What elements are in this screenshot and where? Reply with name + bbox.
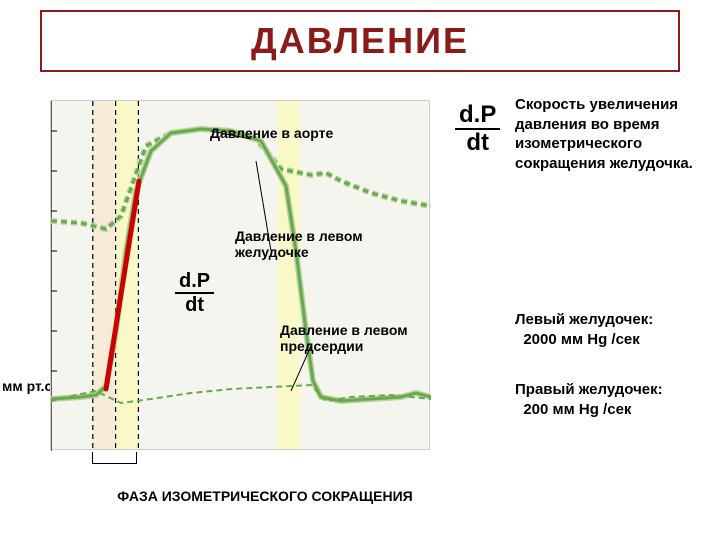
dpdt-description: Скорость увеличения давления во время из… — [515, 95, 715, 173]
right-ventricle-block: Правый желудочек: 200 мм Hg /сек — [515, 380, 715, 419]
dpdt-side-numerator: d.P — [455, 102, 500, 130]
phase-label: ФАЗА ИЗОМЕТРИЧЕСКОГО СОКРАЩЕНИЯ — [100, 488, 430, 504]
right-ventricle-value: 200 мм Hg /сек — [523, 401, 631, 418]
right-ventricle-label: Правый желудочек: — [515, 381, 663, 398]
chart-svg — [51, 101, 431, 451]
aorta-curve-label: Давление в аорте — [210, 125, 333, 141]
pressure-chart — [50, 100, 430, 450]
left-ventricle-block: Левый желудочек: 2000 мм Hg /сек — [515, 310, 715, 349]
phase-bracket — [92, 452, 137, 464]
page-title: ДАВЛЕНИЕ — [251, 20, 469, 62]
dpdt-side: d.P dt — [455, 102, 500, 157]
left-ventricle-value: 2000 мм Hg /сек — [523, 331, 639, 348]
atrium-curve-label: Давление в левом предсердии — [280, 322, 430, 354]
dpdt-numerator: d.P — [175, 270, 214, 294]
left-ventricle-label: Левый желудочек: — [515, 311, 653, 328]
dpdt-side-denominator: dt — [455, 130, 500, 156]
title-box: ДАВЛЕНИЕ — [40, 10, 680, 72]
dpdt-denominator: dt — [175, 294, 214, 316]
ventricle-curve-label: Давление в левом желудочке — [235, 228, 385, 260]
dpdt-in-chart: d.P dt — [175, 270, 214, 316]
